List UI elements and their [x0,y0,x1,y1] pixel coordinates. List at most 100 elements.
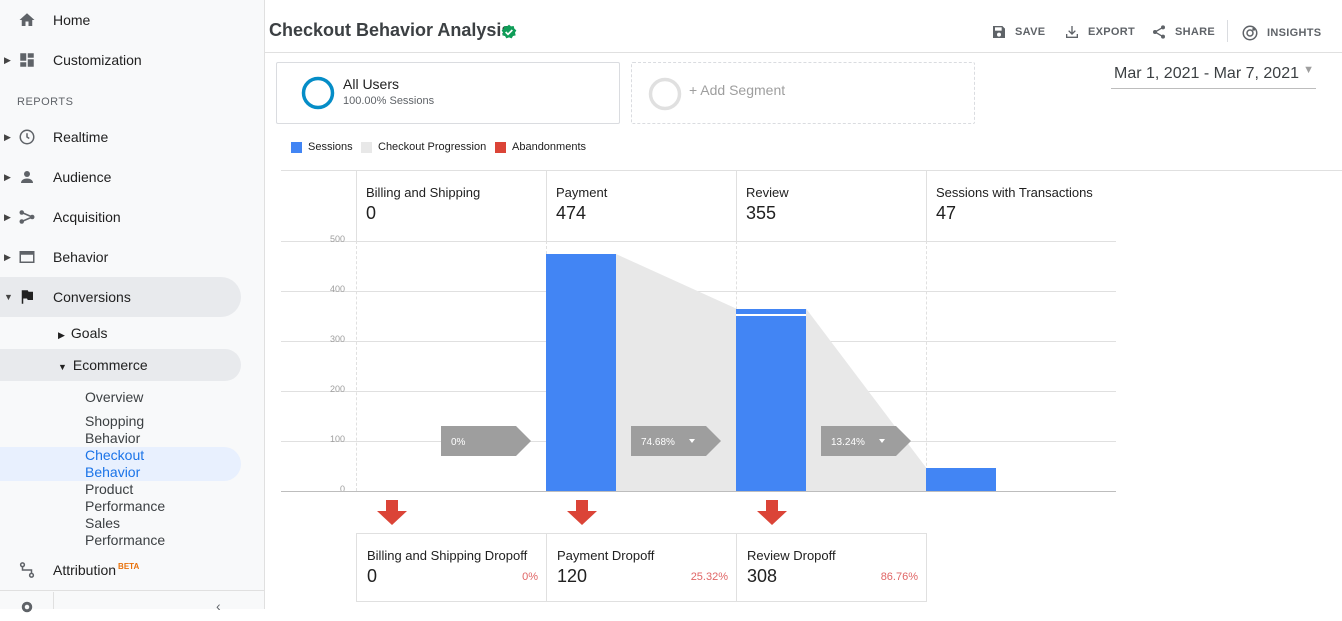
sidebar-footer-divider [0,590,265,591]
column-separator-dashed [356,241,358,491]
column-separator [926,170,927,241]
column-separator-dashed [926,241,928,491]
clock-icon [17,127,37,147]
dropdown-triangle-icon [879,439,885,443]
sessions-bar[interactable] [736,308,806,491]
dropoff-separator [356,533,357,602]
arrow-shape [567,500,597,525]
gridline [281,241,1116,242]
gear-icon[interactable] [18,598,36,621]
export-button[interactable]: EXPORT [1064,24,1135,40]
progression-rate-badge[interactable]: 74.68% [631,426,723,456]
sidebar-item-ecommerce[interactable]: ▼ Ecommerce [58,357,148,373]
y-tick-label: 100 [329,434,345,444]
sidebar-ecommerce-highlight [0,349,241,381]
badge-shape [441,426,531,456]
legend-label: Sessions [308,141,353,153]
step-name: Sessions with Transactions [936,185,1093,200]
dropoff-value: 0 [367,566,378,586]
sidebar-item-home[interactable]: Home [0,0,241,40]
funnel-chart: 500 400 300 200 100 0 Billing and Shipping 0 Pay… [281,170,1342,609]
progressed-marker [736,313,806,316]
step-value: 355 [746,203,777,223]
badge-shape [631,426,721,456]
dropoff-value: 120 [557,566,588,586]
step-value: 474 [556,203,587,223]
progression-rate-badge[interactable]: 0% [441,426,533,456]
export-label: EXPORT [1088,26,1136,38]
verified-check-icon [501,24,517,39]
progression-rate-badge[interactable]: 13.24% [821,426,913,456]
sidebar-item-sales-performance[interactable]: Sales Performance [85,515,165,549]
sidebar-item-label: Ecommerce [72,357,148,373]
save-icon [993,26,1005,38]
save-button[interactable]: SAVE [991,24,1045,40]
sidebar-item-checkout-behavior[interactable]: Checkout Behavior [85,447,144,481]
empty-segment-ring-icon [648,77,682,111]
insights-button[interactable]: INSIGHTS [1241,24,1321,42]
column-separator [736,170,737,241]
sessions-bar[interactable] [926,467,996,491]
sidebar-item-label: Behavior [85,464,141,480]
beta-badge: BETA [118,562,140,572]
y-tick-label: 300 [329,334,345,344]
dropoff-arrow-icon [757,500,787,525]
share-icon [1153,25,1165,39]
sidebar-item-label: Goals [70,325,108,341]
footer-vertical-divider [53,592,54,609]
sidebar-item-attribution[interactable]: Attribution BETA [0,550,241,590]
save-label: SAVE [1015,26,1046,38]
sidebar-item-label: Audience [53,169,112,185]
sidebar-item-shopping-behavior[interactable]: Shopping Behavior [85,413,144,447]
sidebar-item-conversions[interactable]: ▼ Conversions [0,277,241,317]
acquisition-icon [17,207,37,227]
sidebar-active-highlight [0,447,241,481]
page-title: Checkout Behavior Analysis [269,20,512,40]
attribution-label: Attribution [53,562,117,578]
legend-abandonments: Abandonments [495,141,586,153]
sidebar-item-audience[interactable]: ▶ Audience [0,157,241,197]
legend-swatch [361,141,372,153]
segment-sessions: 100.00% Sessions [343,95,435,107]
y-tick-label: 200 [329,384,345,394]
sidebar-item-realtime[interactable]: ▶ Realtime [0,117,241,157]
sessions-bar[interactable] [546,254,616,491]
sidebar-item-label: Attribution BETA [53,562,139,578]
sidebar-item-product-performance[interactable]: Product Performance [85,481,165,515]
sidebar-item-behavior[interactable]: ▶ Behavior [0,237,241,277]
home-icon [17,10,37,30]
flag-icon [17,287,37,307]
window-icon [17,247,37,267]
sidebar-item-label: Conversions [53,289,131,305]
collapse-chevron-icon[interactable]: ‹ [216,598,221,614]
sidebar-item-overview[interactable]: Overview [85,389,144,405]
legend-label: Checkout Progression [378,141,487,153]
segment-all-users[interactable]: All Users 100.00% Sessions [276,62,620,124]
share-button[interactable]: SHARE [1151,24,1215,40]
dropdown-triangle-icon [689,439,695,443]
date-range-picker[interactable]: Mar 1, 2021 - Mar 7, 2021 ▼ [1111,62,1316,89]
caret-right-icon: ▶ [4,171,11,182]
dropoff-arrow-icon [377,500,407,525]
dropoff-name: Billing and Shipping Dropoff [367,548,528,563]
sidebar-item-label: Sales [85,515,121,531]
arrow-shape [377,500,407,525]
legend-sessions: Sessions [291,141,353,153]
add-segment-button[interactable]: + Add Segment [631,62,975,124]
arrow-shape [757,500,787,525]
sidebar: Home ▶ Customization REPORTS ▶ Realtime … [0,0,265,614]
sidebar-item-label: Customization [53,52,142,68]
sidebar-item-goals[interactable]: ▶ Goals [58,325,108,341]
step-name: Payment [556,185,608,200]
insights-icon [1242,25,1258,41]
dropoff-separator [926,533,927,602]
sidebar-item-label: Realtime [53,129,109,145]
dropoff-table-border [356,533,926,602]
dashboard-icon [17,50,37,70]
y-tick-label: 500 [329,234,345,244]
sidebar-item-customization[interactable]: ▶ Customization [0,40,241,80]
step-name: Review [746,185,789,200]
dropoff-name: Review Dropoff [747,548,836,563]
sidebar-item-acquisition[interactable]: ▶ Acquisition [0,197,241,237]
attribution-icon [17,560,37,580]
